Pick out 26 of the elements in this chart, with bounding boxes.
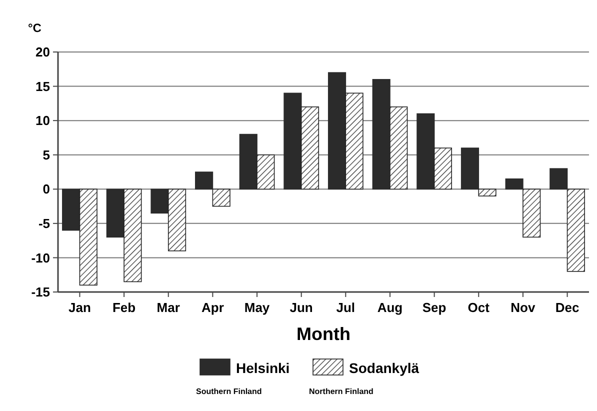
legend-label: Helsinki: [236, 360, 290, 376]
x-tick-label: Oct: [468, 300, 490, 315]
x-tick-label: Jun: [290, 300, 313, 315]
x-tick-label: Jul: [336, 300, 356, 315]
x-axis-title: Month: [296, 324, 350, 344]
y-tick-label: 20: [36, 44, 50, 60]
x-tick-label: Nov: [510, 300, 536, 315]
x-tick-label: Apr: [201, 300, 224, 315]
y-tick-label: 10: [36, 113, 50, 128]
text: Southern Finland: [196, 387, 262, 396]
y-axis-title: °C: [28, 21, 42, 35]
x-tick-label: Dec: [555, 300, 580, 315]
y-tick-label: 15: [36, 78, 50, 94]
x-tick-label: Mar: [156, 300, 180, 315]
x-tick-label: Sep: [422, 300, 446, 315]
legend-label: Sodankylä: [349, 360, 420, 376]
x-tick-label: Feb: [112, 300, 136, 315]
y-tick-label: -10: [31, 250, 50, 266]
x-tick-label: Aug: [377, 300, 403, 315]
text: Northern Finland: [309, 387, 374, 396]
y-tick-label: -5: [38, 216, 50, 231]
x-tick-label: May: [244, 300, 270, 315]
x-tick-label: Jan: [68, 300, 91, 315]
y-tick-label: -15: [31, 284, 50, 300]
y-tick-label: 0: [42, 182, 50, 197]
y-tick-label: 5: [42, 147, 50, 162]
